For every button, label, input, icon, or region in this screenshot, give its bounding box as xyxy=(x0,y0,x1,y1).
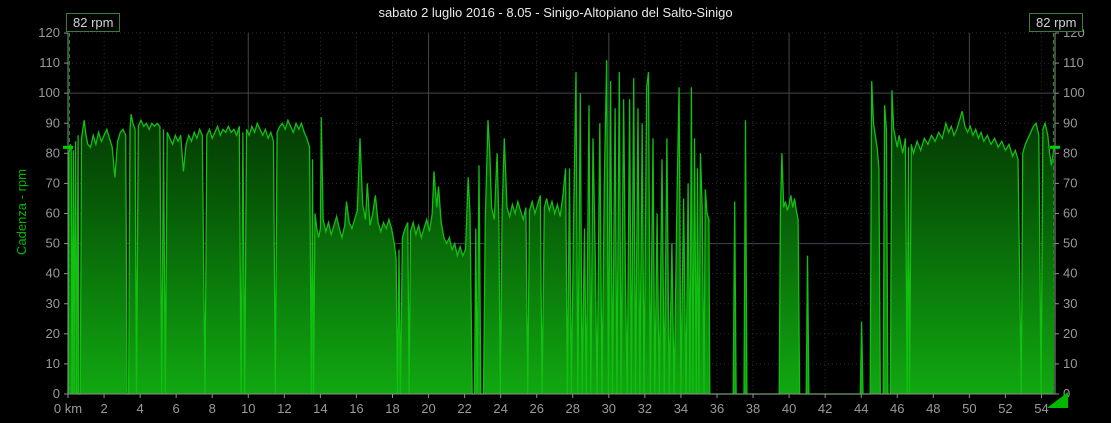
y-axis-tick-label-right: 40 xyxy=(1063,266,1077,281)
y-axis-tick-label-left: 0 xyxy=(53,386,60,401)
x-axis-tick-label: 16 xyxy=(349,401,363,416)
cadence-line xyxy=(67,60,1055,395)
y-axis-tick-label-left: 120 xyxy=(38,25,60,40)
y-axis-tick-label-right: 60 xyxy=(1063,206,1077,221)
y-axis-tick-label-left: 60 xyxy=(46,206,60,221)
x-axis-tick-label: 52 xyxy=(998,401,1012,416)
x-axis-tick-label: 22 xyxy=(457,401,471,416)
y-axis-tick-label-left: 70 xyxy=(46,175,60,190)
x-axis-tick-label: 54 xyxy=(1034,401,1048,416)
x-axis-tick-label: 36 xyxy=(710,401,724,416)
cursor-value-tick-left xyxy=(63,145,73,149)
x-axis-tick-label: 6 xyxy=(173,401,180,416)
x-axis-tick-label: 28 xyxy=(566,401,580,416)
y-axis-tick-label-left: 90 xyxy=(46,115,60,130)
y-axis-tick-label-left: 10 xyxy=(46,356,60,371)
y-axis-tick-label-right: 80 xyxy=(1063,145,1077,160)
x-axis-tick-label: 20 xyxy=(421,401,435,416)
x-axis-tick-label: 24 xyxy=(493,401,507,416)
x-axis-tick-label: 50 xyxy=(962,401,976,416)
x-axis-tick-label: 8 xyxy=(209,401,216,416)
x-axis-tick-label: 32 xyxy=(638,401,652,416)
x-axis-tick-label: 12 xyxy=(277,401,291,416)
y-axis-tick-label-right: 20 xyxy=(1063,326,1077,341)
x-axis-tick-label: 2 xyxy=(100,401,107,416)
y-axis-tick-label-left: 50 xyxy=(46,236,60,251)
y-axis-title: Cadenza - rpm xyxy=(14,169,29,255)
cursor-value-badge-end: 82 rpm xyxy=(1029,13,1084,32)
x-axis-tick-label: 34 xyxy=(674,401,688,416)
y-axis-tick-label-left: 80 xyxy=(46,145,60,160)
x-axis-tick-label: 40 xyxy=(782,401,796,416)
y-axis-tick-label-right: 70 xyxy=(1063,175,1077,190)
x-axis-tick-label: 18 xyxy=(385,401,399,416)
x-axis-tick-label: 48 xyxy=(926,401,940,416)
y-axis-tick-label-left: 110 xyxy=(39,55,60,70)
y-axis-tick-label-right: 100 xyxy=(1063,85,1085,100)
x-axis-tick-label: 44 xyxy=(854,401,868,416)
y-axis-tick-label-right: 10 xyxy=(1063,356,1077,371)
y-axis-tick-label-right: 50 xyxy=(1063,236,1077,251)
x-axis-tick-label: 10 xyxy=(241,401,255,416)
y-axis-tick-label-left: 40 xyxy=(46,266,60,281)
x-axis-tick-label: 0 km xyxy=(54,401,82,416)
y-axis-tick-label-right: 30 xyxy=(1063,296,1077,311)
x-axis-tick-label: 14 xyxy=(313,401,327,416)
y-axis-tick-label-left: 30 xyxy=(46,296,60,311)
y-axis-tick-label-right: 110 xyxy=(1063,55,1084,70)
y-axis-tick-label-left: 20 xyxy=(46,326,60,341)
cursor-value-badge-start: 82 rpm xyxy=(66,13,121,32)
x-axis-tick-label: 4 xyxy=(136,401,143,416)
cursor-value-tick-right xyxy=(1050,145,1060,149)
x-axis-tick-label: 30 xyxy=(602,401,616,416)
y-axis-tick-label-right: 90 xyxy=(1063,115,1077,130)
x-axis-tick-label: 46 xyxy=(890,401,904,416)
y-axis-tick-label-left: 100 xyxy=(38,85,60,100)
chart-title: sabato 2 luglio 2016 - 8.05 - Sinigo-Alt… xyxy=(378,5,733,20)
end-position-marker xyxy=(1047,392,1068,408)
x-axis-tick-label: 26 xyxy=(529,401,543,416)
x-axis-tick-label: 42 xyxy=(818,401,832,416)
x-axis-tick-label: 38 xyxy=(746,401,760,416)
